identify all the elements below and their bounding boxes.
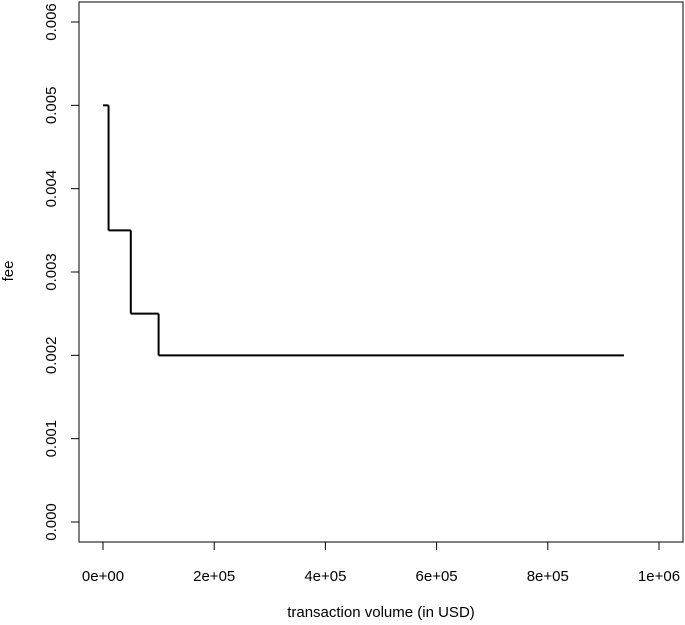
x-tick-label: 6e+05 (416, 568, 458, 585)
y-axis-label: fee (0, 261, 17, 282)
y-tick-label: 0.000 (43, 503, 60, 541)
x-tick-label: 4e+05 (304, 568, 346, 585)
x-tick-label: 8e+05 (527, 568, 569, 585)
y-tick-label: 0.004 (43, 170, 60, 208)
y-tick-label: 0.002 (43, 337, 60, 375)
plot-box (78, 1, 684, 543)
x-tick-label: 0e+00 (82, 568, 124, 585)
y-tick-label: 0.003 (43, 253, 60, 291)
x-tick-label: 1e+06 (638, 568, 680, 585)
y-tick-label: 0.006 (43, 3, 60, 41)
y-tick-label: 0.001 (43, 420, 60, 458)
x-tick-label: 2e+05 (193, 568, 235, 585)
x-axis-label: transaction volume (in USD) (287, 604, 475, 621)
y-tick-label: 0.005 (43, 87, 60, 125)
